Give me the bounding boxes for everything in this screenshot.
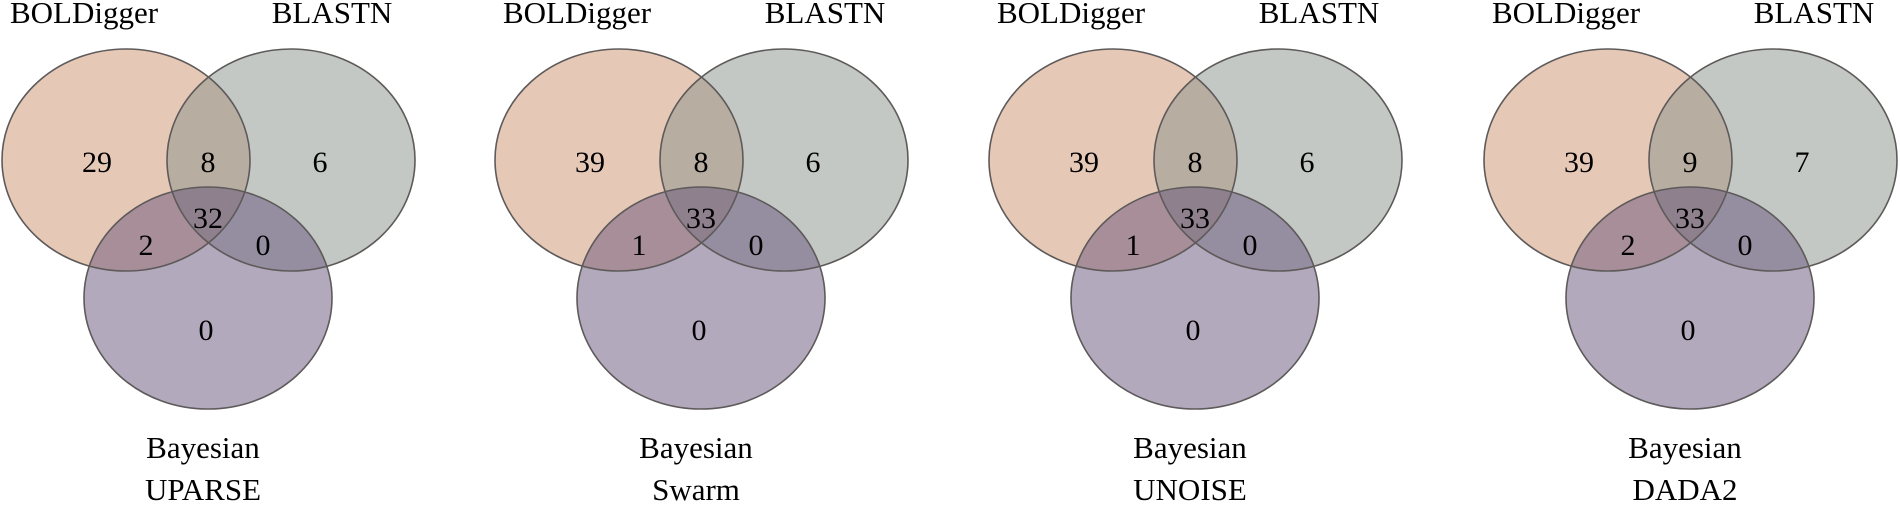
region-count-bc: 0 [256, 229, 271, 262]
region-count-abc: 33 [686, 202, 716, 235]
region-count-abc: 33 [1675, 202, 1705, 235]
set-outline [1070, 186, 1320, 410]
set-label: Bayesian [639, 430, 753, 465]
set-outline [494, 48, 744, 272]
set-label: BLASTN [765, 0, 886, 30]
region-count-c: 0 [1186, 314, 1201, 347]
set-outline [1, 48, 251, 272]
region-count-ac: 1 [1126, 229, 1141, 262]
region-count-a: 39 [575, 146, 605, 179]
venn-panel-unoise: BOLDigger BLASTN Bayesian 39 8 6 1 33 0 0 UNOISE [988, 0, 1403, 506]
region-count-bc: 0 [1243, 229, 1258, 262]
set-ellipse-bayesian [577, 187, 825, 409]
panel-title: DADA2 [1632, 472, 1737, 506]
region-count-bc: 0 [749, 229, 764, 262]
region-count-ab: 8 [694, 146, 709, 179]
region-count-ab: 9 [1683, 146, 1698, 179]
set-outline [576, 186, 826, 410]
region-count-a: 39 [1069, 146, 1099, 179]
panel-title: UNOISE [1133, 472, 1247, 506]
venn-panel-uparse: BOLDigger BLASTN Bayesian 29 8 6 2 32 0 0 UPARSE [1, 0, 416, 506]
set-outline [1565, 186, 1815, 410]
venn-panel-swarm: BOLDigger BLASTN Bayesian 39 8 6 1 33 0 0 Swarm [494, 0, 909, 506]
set-label: BOLDigger [503, 0, 652, 30]
region-count-b: 6 [1300, 146, 1315, 179]
region-count-a: 29 [82, 146, 112, 179]
set-label: BOLDigger [997, 0, 1146, 30]
set-label: Bayesian [1628, 430, 1742, 465]
region-count-c: 0 [692, 314, 707, 347]
set-outline [1483, 48, 1733, 272]
set-outline [166, 48, 416, 272]
set-outline [988, 48, 1238, 272]
region-count-c: 0 [199, 314, 214, 347]
region-count-ac: 2 [1621, 229, 1636, 262]
region-count-bc: 0 [1738, 229, 1753, 262]
region-count-b: 7 [1795, 146, 1810, 179]
region-count-b: 6 [313, 146, 328, 179]
set-ellipse-bayesian [1566, 187, 1814, 409]
region-count-ac: 2 [139, 229, 154, 262]
region-count-c: 0 [1681, 314, 1696, 347]
venn-panel-dada2: BOLDigger BLASTN Bayesian 39 9 7 2 33 0 0 DADA2 [1483, 0, 1898, 506]
set-label: BLASTN [1259, 0, 1380, 30]
set-ellipse-bayesian [84, 187, 332, 409]
set-label: BOLDigger [10, 0, 159, 30]
set-label: Bayesian [146, 430, 260, 465]
set-label: BLASTN [272, 0, 393, 30]
set-outline [83, 186, 333, 410]
region-count-a: 39 [1564, 146, 1594, 179]
region-count-abc: 32 [193, 202, 223, 235]
set-ellipse-bayesian [1071, 187, 1319, 409]
set-outline [659, 48, 909, 272]
panel-title: Swarm [652, 472, 740, 506]
region-count-b: 6 [806, 146, 821, 179]
region-count-ac: 1 [632, 229, 647, 262]
set-label: BOLDigger [1492, 0, 1641, 30]
set-label: BLASTN [1754, 0, 1875, 30]
set-outline [1153, 48, 1403, 272]
panel-title: UPARSE [145, 472, 261, 506]
region-count-abc: 33 [1180, 202, 1210, 235]
set-outline [1648, 48, 1898, 272]
region-count-ab: 8 [1188, 146, 1203, 179]
set-label: Bayesian [1133, 430, 1247, 465]
region-count-ab: 8 [201, 146, 216, 179]
